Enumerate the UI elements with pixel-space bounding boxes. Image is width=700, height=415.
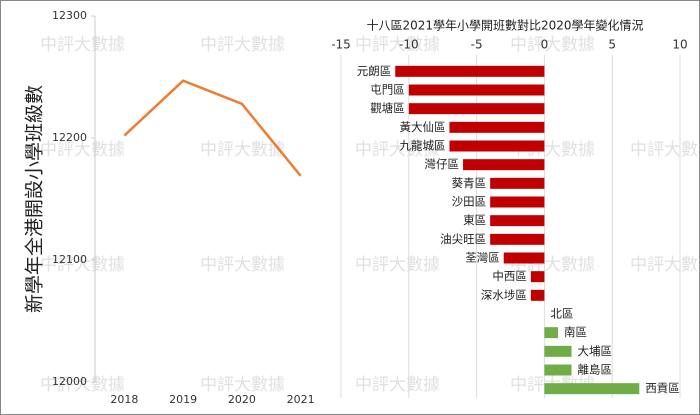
bar xyxy=(530,271,545,283)
x-tick-label: 5 xyxy=(608,38,616,52)
bar-label: 黃大仙區 xyxy=(399,120,445,134)
bar-label: 離島區 xyxy=(578,363,613,377)
bar xyxy=(490,215,545,227)
bar-label: 北區 xyxy=(550,307,573,321)
chart-title: 十八區2021學年小學開班數對比2020學年變化情況 xyxy=(366,18,643,33)
x-tick-label: -15 xyxy=(331,38,351,52)
bar xyxy=(544,327,558,339)
x-tick-label: -5 xyxy=(471,38,483,52)
watermark: 中評大數據 xyxy=(40,255,125,275)
bar-label: 荃灣區 xyxy=(465,251,500,265)
watermark: 中評大數據 xyxy=(40,35,125,55)
bar-label: 九龍城區 xyxy=(399,139,445,153)
watermark: 中評大數據 xyxy=(200,35,285,55)
y-tick-label: 12200 xyxy=(52,131,87,144)
x-tick-label: 10 xyxy=(672,38,687,52)
bar xyxy=(463,159,545,171)
x-tick-label: 2020 xyxy=(228,393,256,406)
watermark: 中評大數據 xyxy=(630,140,700,160)
bar xyxy=(490,233,545,245)
bar xyxy=(449,121,545,133)
bar xyxy=(449,140,545,152)
y-axis-label: 新學年全港開設小學班級數 xyxy=(24,85,46,313)
watermark: 中評大數據 xyxy=(630,255,700,275)
bar-label: 屯門區 xyxy=(370,83,405,97)
bar xyxy=(408,103,545,115)
bar-label: 中西區 xyxy=(492,269,527,283)
bar xyxy=(490,196,545,208)
x-tick-label: 0 xyxy=(541,38,549,52)
watermark: 中評大數據 xyxy=(200,140,285,160)
x-tick-label: 2018 xyxy=(110,393,138,406)
bar xyxy=(544,345,572,357)
watermark: 中評大數據 xyxy=(40,375,125,395)
bar-label: 大埔區 xyxy=(578,344,613,358)
watermark: 中評大數據 xyxy=(510,35,595,55)
watermark: 中評大數據 xyxy=(200,255,285,275)
watermark: 中評大數據 xyxy=(355,255,440,275)
x-tick-label: -10 xyxy=(399,38,419,52)
watermark: 中評大數據 xyxy=(200,375,285,395)
bar xyxy=(530,289,545,301)
x-tick-label: 2021 xyxy=(287,393,315,406)
bar xyxy=(503,252,545,264)
y-tick-label: 12100 xyxy=(52,253,87,266)
bar xyxy=(544,383,640,395)
watermark: 中評大數據 xyxy=(355,140,440,160)
y-tick-label: 12300 xyxy=(52,9,87,22)
line xyxy=(123,79,302,177)
bar xyxy=(395,65,545,77)
bar-label: 西貢區 xyxy=(645,381,680,395)
bar xyxy=(408,84,545,96)
bar-label: 沙田區 xyxy=(452,195,487,209)
bar-label: 觀塘區 xyxy=(370,101,405,115)
bar xyxy=(490,177,545,189)
watermark: 中評大數據 xyxy=(40,140,125,160)
bar xyxy=(544,364,572,376)
y-tick-label: 12000 xyxy=(52,375,87,388)
bar-label: 南區 xyxy=(564,325,587,339)
watermark: 中評大數據 xyxy=(355,35,440,55)
bar-label: 灣仔區 xyxy=(425,157,460,171)
watermark: 中評大數據 xyxy=(355,375,440,395)
x-tick-label: 2019 xyxy=(169,393,197,406)
bar-label: 葵青區 xyxy=(452,176,487,190)
bar-label: 油尖旺區 xyxy=(440,232,486,246)
bar-label: 深水埗區 xyxy=(481,288,527,302)
bar-label: 東區 xyxy=(463,213,486,227)
bar-label: 元朗區 xyxy=(357,64,392,78)
